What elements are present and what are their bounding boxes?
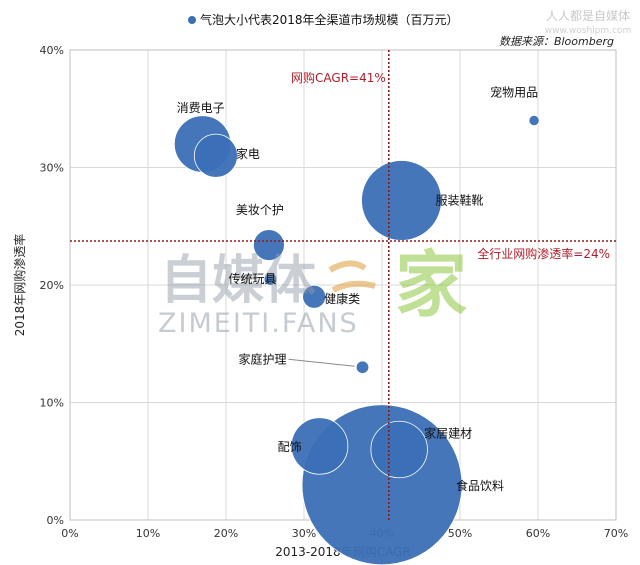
bubble-label: 美妆个护 — [236, 203, 284, 217]
bubble — [528, 114, 540, 127]
site-url: www.woshipm.com — [545, 26, 631, 36]
watermark-glyph: 家 — [395, 243, 467, 327]
chart-legend: 气泡大小代表2018年全渠道市场规模（百万元） — [188, 12, 459, 27]
bubble-label: 传统玩具 — [228, 271, 276, 286]
y-tick-label: 30% — [40, 162, 64, 175]
source-note: 数据来源：Bloomberg — [499, 35, 614, 48]
bubble — [290, 417, 349, 475]
bubble-label: 家电 — [236, 146, 260, 161]
y-tick-label: 20% — [40, 279, 64, 292]
y-tick-label: 0% — [47, 514, 64, 527]
y-axis-title: 2018年网购渗透率 — [12, 234, 27, 337]
ref-label-vertical: 网购CAGR=41% — [291, 70, 386, 85]
bubble-label: 食品饮料 — [456, 478, 504, 493]
bubble-label: 家居建材 — [424, 426, 472, 441]
bubble-label: 服装鞋靴 — [436, 192, 484, 207]
watermark-fans: ZIMEITI.FANS — [158, 308, 359, 339]
x-tick-label: 0% — [61, 527, 78, 540]
bubbles — [173, 114, 540, 565]
ref-label-horizontal: 全行业网购渗透率=24% — [477, 246, 610, 261]
x-tick-label: 20% — [214, 527, 238, 540]
bubble-label: 宠物用品 — [490, 85, 538, 100]
bubble — [193, 133, 238, 178]
watermark-swirl — [328, 260, 376, 293]
legend-marker — [188, 16, 196, 24]
reference-lines: 网购CAGR=41% 全行业网购渗透率=24% — [70, 50, 616, 520]
leader-line — [288, 358, 355, 367]
watermark-brand: 自媒体 — [160, 251, 316, 311]
bubble — [355, 360, 370, 374]
bubble — [370, 420, 428, 479]
x-tick-label: 10% — [136, 527, 160, 540]
x-tick-label: 50% — [448, 527, 472, 540]
bubble — [302, 284, 327, 309]
bubble — [361, 160, 442, 241]
x-tick-label: 70% — [604, 527, 628, 540]
x-tick-label: 60% — [526, 527, 550, 540]
bubble-label: 消费电子 — [177, 101, 225, 115]
y-tick-label: 10% — [40, 397, 64, 410]
bubble-label: 家庭护理 — [238, 351, 286, 366]
bubble-label: 配饰 — [278, 440, 302, 454]
watermark: 自媒体 ZIMEITI.FANS 家 — [158, 243, 467, 339]
y-tick-label: 40% — [40, 44, 64, 57]
x-tick-label: 30% — [292, 527, 316, 540]
bubble — [263, 272, 278, 286]
bubble — [253, 229, 285, 261]
legend-label: 气泡大小代表2018年全渠道市场规模（百万元） — [200, 12, 459, 27]
bubble-label: 健康类 — [324, 291, 360, 306]
site-name: 人人都是自媒体 — [546, 9, 630, 23]
